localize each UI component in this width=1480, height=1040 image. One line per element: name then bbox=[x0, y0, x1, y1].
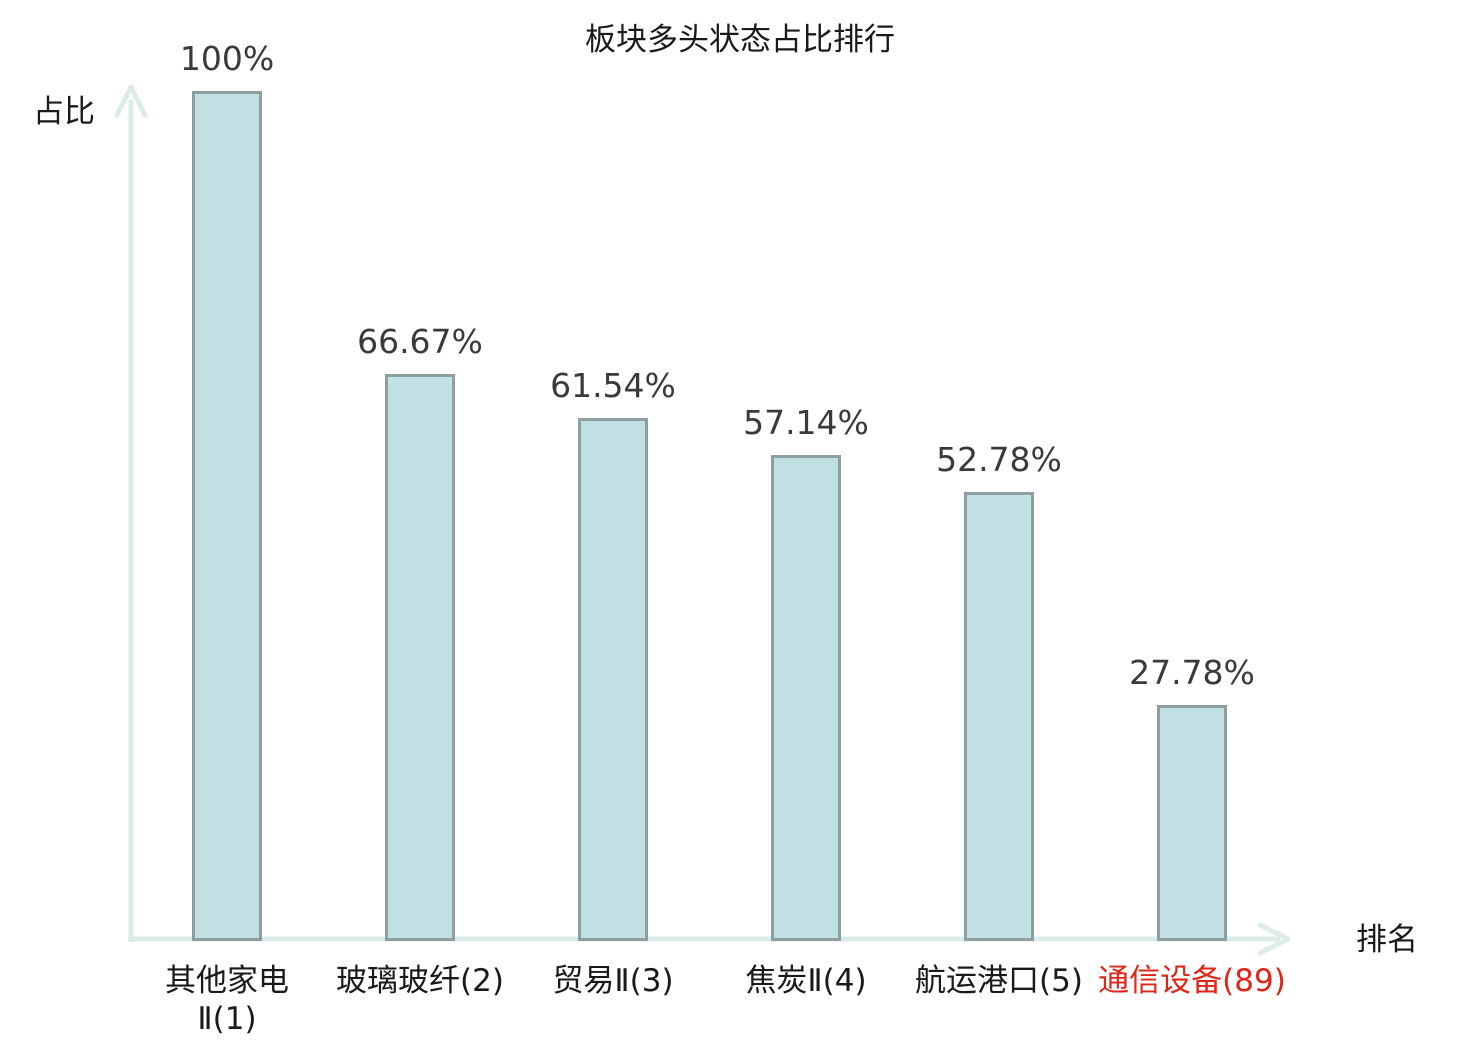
chart-title: 板块多头状态占比排行 bbox=[585, 22, 895, 58]
category-label: 贸易Ⅱ(3) bbox=[552, 963, 674, 999]
category-label: 焦炭Ⅱ(4) bbox=[745, 963, 867, 999]
bar bbox=[771, 455, 841, 941]
y-axis-arrowhead-icon bbox=[114, 84, 148, 118]
bar-value-label: 66.67% bbox=[357, 322, 483, 362]
bar bbox=[1157, 704, 1227, 941]
bar bbox=[192, 91, 262, 941]
bar-value-label: 57.14% bbox=[743, 403, 869, 443]
bar-value-label: 27.78% bbox=[1129, 652, 1255, 692]
bar bbox=[385, 374, 455, 941]
x-axis-arrowhead-icon bbox=[1257, 922, 1291, 956]
bar bbox=[578, 417, 648, 941]
x-axis-label: 排名 bbox=[1356, 922, 1418, 958]
bar-value-label: 100% bbox=[179, 39, 275, 78]
category-label: 其他家电 Ⅱ(1) bbox=[165, 963, 289, 1037]
bar-value-label: 52.78% bbox=[936, 440, 1062, 480]
category-label: 航运港口(5) bbox=[915, 963, 1083, 999]
bar-value-label: 61.54% bbox=[550, 365, 676, 405]
y-axis-label: 占比 bbox=[33, 94, 95, 130]
category-label: 通信设备(89) bbox=[1098, 963, 1286, 999]
category-label: 玻璃玻纤(2) bbox=[336, 963, 504, 999]
bar bbox=[964, 492, 1034, 941]
